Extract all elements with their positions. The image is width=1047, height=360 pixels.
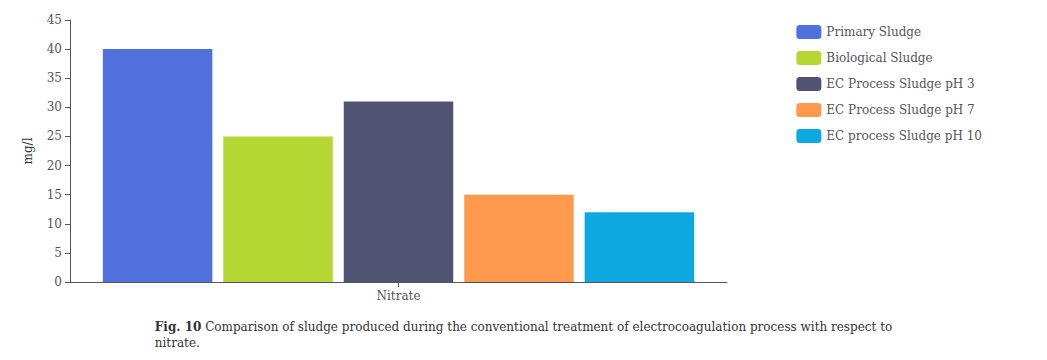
svg-text:EC Process Sludge pH 3: EC Process Sludge pH 3 bbox=[826, 77, 974, 91]
svg-text:Nitrate: Nitrate bbox=[377, 289, 421, 303]
svg-text:nitrate.: nitrate. bbox=[155, 336, 200, 350]
svg-text:45: 45 bbox=[47, 13, 62, 27]
svg-text:30: 30 bbox=[47, 100, 62, 114]
svg-text:5: 5 bbox=[54, 246, 62, 260]
svg-text:Biological Sludge: Biological Sludge bbox=[826, 51, 932, 65]
svg-text:25: 25 bbox=[47, 129, 62, 143]
svg-text:10: 10 bbox=[47, 217, 62, 231]
svg-text:Fig. 10: Fig. 10 bbox=[155, 320, 202, 334]
svg-text:35: 35 bbox=[47, 71, 62, 85]
svg-text:EC Process Sludge pH 7: EC Process Sludge pH 7 bbox=[826, 103, 974, 117]
svg-text:mg/l: mg/l bbox=[21, 137, 35, 164]
svg-text:0: 0 bbox=[54, 275, 62, 289]
svg-text:Primary Sludge: Primary Sludge bbox=[826, 25, 921, 39]
svg-text:Comparison of sludge produced: Comparison of sludge produced during the… bbox=[201, 320, 892, 334]
svg-text:15: 15 bbox=[47, 188, 62, 202]
svg-text:EC process Sludge pH 10: EC process Sludge pH 10 bbox=[826, 129, 982, 143]
svg-text:40: 40 bbox=[47, 42, 62, 56]
svg-text:20: 20 bbox=[47, 159, 62, 173]
